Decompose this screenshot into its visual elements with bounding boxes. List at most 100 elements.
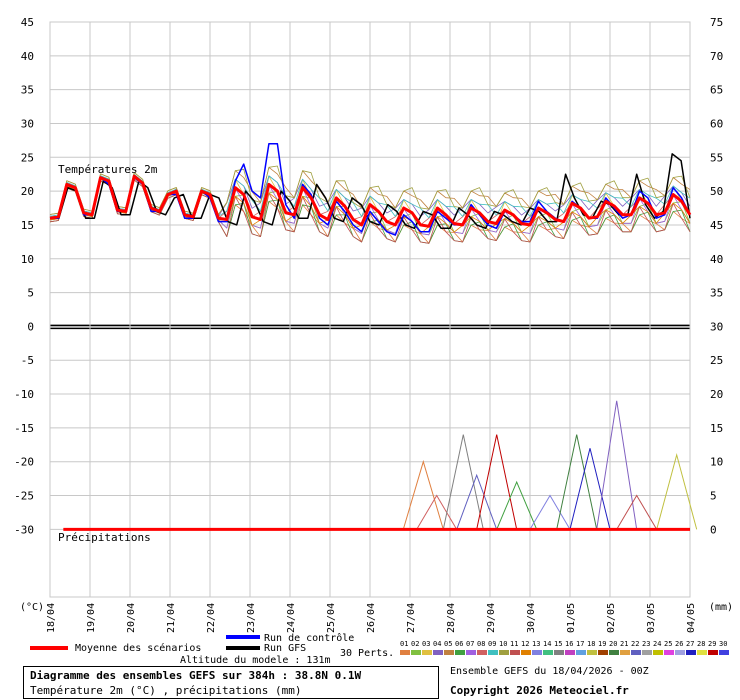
left-tick-label: 35 bbox=[21, 84, 34, 97]
date-label: 27/04 bbox=[406, 603, 417, 633]
date-label: 28/04 bbox=[446, 603, 457, 633]
right-tick-label: 55 bbox=[710, 151, 723, 164]
left-tick-label: -15 bbox=[14, 422, 34, 435]
date-label: 03/05 bbox=[646, 603, 657, 633]
pert-id-label: 22 bbox=[631, 640, 639, 648]
pert-id-label: 06 bbox=[455, 640, 463, 648]
left-axis-ticks: 45 40 35 30 25 20 15 10 5 0 -5 -10 -15 -20 -25 -30 bbox=[14, 16, 34, 536]
left-tick-label: 25 bbox=[21, 151, 34, 164]
pert-id-label: 13 bbox=[532, 640, 540, 648]
right-tick-label: 70 bbox=[710, 50, 723, 63]
date-label: 19/04 bbox=[86, 603, 97, 633]
right-tick-label: 5 bbox=[710, 490, 717, 503]
pert-id-label: 28 bbox=[697, 640, 705, 648]
pert-id-label: 08 bbox=[477, 640, 485, 648]
precip-member-line bbox=[616, 494, 658, 530]
pert-id-label: 25 bbox=[664, 640, 672, 648]
pert-color-swatch bbox=[510, 650, 520, 655]
pert-id-label: 16 bbox=[565, 640, 573, 648]
pert-color-swatch bbox=[499, 650, 509, 655]
left-tick-label: -20 bbox=[14, 456, 34, 469]
right-axis-unit: (mm) bbox=[709, 602, 733, 613]
pert-color-swatch bbox=[631, 650, 641, 655]
pert-id-label: 24 bbox=[653, 640, 661, 648]
left-tick-label: 10 bbox=[21, 253, 34, 266]
temperature-panel-label: Températures 2m bbox=[58, 163, 158, 176]
pert-color-swatch bbox=[400, 650, 410, 655]
pert-color-swatch bbox=[576, 650, 586, 655]
right-tick-label: 75 bbox=[710, 16, 723, 29]
legend: Moyenne des scénarios Run de contrôle Ru… bbox=[30, 632, 729, 659]
pert-id-label: 26 bbox=[675, 640, 683, 648]
chart-grid bbox=[49, 21, 691, 598]
legend-mean-label: Moyenne des scénarios bbox=[75, 642, 201, 654]
pert-color-swatch bbox=[664, 650, 674, 655]
pert-id-label: 27 bbox=[686, 640, 694, 648]
date-label: 18/04 bbox=[46, 603, 57, 633]
series-group bbox=[49, 143, 698, 531]
left-tick-label: 0 bbox=[27, 320, 34, 333]
pert-color-swatch bbox=[444, 650, 454, 655]
precip-member-line bbox=[416, 494, 458, 530]
pert-id-label: 19 bbox=[598, 640, 606, 648]
legend-gfs-label: Run GFS bbox=[264, 643, 306, 654]
right-tick-label: 40 bbox=[710, 253, 723, 266]
precip-member-line bbox=[496, 480, 538, 530]
pert-color-swatch bbox=[433, 650, 443, 655]
right-tick-label: 10 bbox=[710, 456, 723, 469]
pert-color-swatch bbox=[521, 650, 531, 655]
pert-color-swatch bbox=[466, 650, 476, 655]
temp-member-line bbox=[49, 173, 691, 219]
temp-mean-line bbox=[49, 174, 692, 228]
pert-id-label: 17 bbox=[576, 640, 584, 648]
copyright: Copyright 2026 Meteociel.fr bbox=[450, 684, 629, 697]
date-label: 02/05 bbox=[606, 603, 617, 633]
date-label: 23/04 bbox=[246, 603, 257, 633]
date-label: 26/04 bbox=[366, 603, 377, 633]
pert-color-swatch bbox=[565, 650, 575, 655]
legend-perts-label: 30 Perts. bbox=[340, 648, 394, 659]
pert-id-label: 11 bbox=[510, 640, 518, 648]
date-label: 25/04 bbox=[326, 603, 337, 633]
pert-id-label: 18 bbox=[587, 640, 595, 648]
left-tick-label: 5 bbox=[27, 287, 34, 300]
date-label: 01/05 bbox=[566, 603, 577, 633]
date-label: 30/04 bbox=[526, 603, 537, 633]
pert-id-label: 29 bbox=[708, 640, 716, 648]
right-tick-label: 50 bbox=[710, 185, 723, 198]
precipitation-panel-label: Précipitations bbox=[58, 531, 151, 544]
precip-member-line bbox=[556, 434, 598, 530]
precip-member-line bbox=[569, 448, 611, 530]
temp-member-line bbox=[49, 165, 691, 215]
pert-id-label: 30 bbox=[719, 640, 727, 648]
chart-subtitle: Température 2m (°C) , précipitations (mm… bbox=[30, 684, 302, 697]
pert-color-swatch bbox=[455, 650, 465, 655]
left-tick-label: 40 bbox=[21, 50, 34, 63]
left-tick-label: -10 bbox=[14, 388, 34, 401]
date-label: 20/04 bbox=[126, 603, 137, 633]
pert-id-label: 21 bbox=[620, 640, 628, 648]
pert-color-swatch bbox=[543, 650, 553, 655]
pert-id-label: 07 bbox=[466, 640, 474, 648]
pert-color-swatch bbox=[609, 650, 619, 655]
precip-member-line bbox=[529, 494, 571, 530]
pert-color-swatch bbox=[532, 650, 542, 655]
pert-id-label: 02 bbox=[411, 640, 419, 648]
left-tick-label: 15 bbox=[21, 219, 34, 232]
left-tick-label: 45 bbox=[21, 16, 34, 29]
pert-id-label: 03 bbox=[422, 640, 430, 648]
pert-color-swatch bbox=[598, 650, 608, 655]
left-tick-label: 20 bbox=[21, 185, 34, 198]
right-tick-label: 35 bbox=[710, 287, 723, 300]
pert-id-label: 05 bbox=[444, 640, 452, 648]
pert-color-swatch bbox=[411, 650, 421, 655]
pert-id-label: 12 bbox=[521, 640, 529, 648]
left-tick-label: -25 bbox=[14, 490, 34, 503]
chart-title: Diagramme des ensembles GEFS sur 384h : … bbox=[30, 669, 362, 682]
pert-color-swatch bbox=[708, 650, 718, 655]
date-label: 24/04 bbox=[286, 603, 297, 633]
left-tick-label: -5 bbox=[21, 354, 34, 367]
pert-color-swatch bbox=[620, 650, 630, 655]
